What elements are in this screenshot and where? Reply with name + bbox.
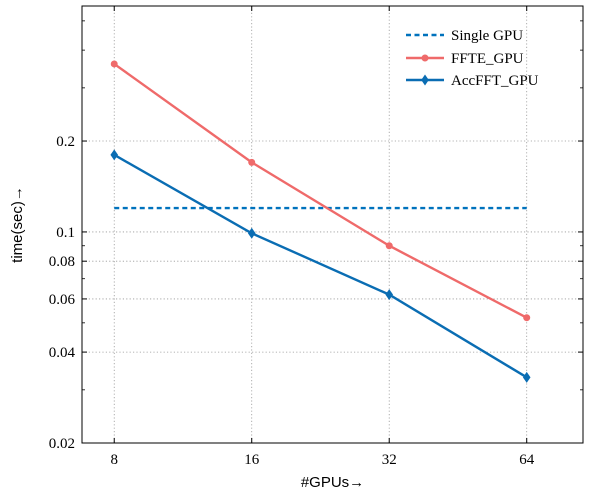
data-point-accfft-gpu — [385, 289, 394, 301]
series-accfft-gpu — [110, 149, 531, 383]
plot-frame — [81, 5, 584, 444]
y-tick-label: 0.02 — [49, 436, 75, 452]
legend-item-ffte-gpu: FFTE_GPU — [406, 51, 524, 67]
x-tick-label: 32 — [382, 452, 397, 468]
y-tick-label: 0.04 — [49, 345, 76, 361]
data-point-ffte-gpu — [385, 242, 393, 250]
data-point-ffte-gpu — [248, 158, 256, 166]
axis-ticks: 8 16 32 64 0.02 0.04 0.06 0.08 0.1 0.2 — [49, 6, 583, 468]
data-point-accfft-gpu — [522, 371, 531, 383]
y-tick-label: 0.2 — [56, 134, 75, 150]
legend-label: AccFFT_GPU — [451, 73, 539, 89]
y-tick-label: 0.08 — [49, 254, 75, 270]
data-point-ffte-gpu — [523, 314, 531, 322]
legend-marker — [421, 54, 429, 62]
x-tick-label: 16 — [244, 452, 260, 468]
legend-item-accfft-gpu: AccFFT_GPU — [406, 73, 539, 89]
y-tick-label: 0.06 — [49, 292, 76, 308]
x-tick-label: 8 — [110, 452, 118, 468]
y-tick-label: 0.1 — [56, 225, 75, 241]
grid — [82, 6, 583, 444]
y-axis-label: time(sec)→ — [9, 186, 26, 263]
legend: Single GPU FFTE_GPU AccFFT_GPU — [406, 28, 539, 89]
x-axis-label: #GPUs→ — [301, 474, 364, 491]
x-tick-label: 64 — [519, 452, 535, 468]
series-ffte-gpu — [110, 60, 531, 322]
series-line-accfft-gpu — [113, 153, 528, 379]
legend-label: Single GPU — [451, 28, 523, 44]
data-point-accfft-gpu — [247, 227, 256, 239]
legend-item-single-gpu: Single GPU — [406, 28, 523, 44]
data-point-ffte-gpu — [110, 60, 118, 68]
plot-series — [110, 60, 531, 383]
legend-label: FFTE_GPU — [451, 51, 524, 67]
legend-marker — [421, 74, 429, 86]
series-line-ffte-gpu — [113, 62, 528, 319]
data-point-accfft-gpu — [110, 149, 119, 161]
